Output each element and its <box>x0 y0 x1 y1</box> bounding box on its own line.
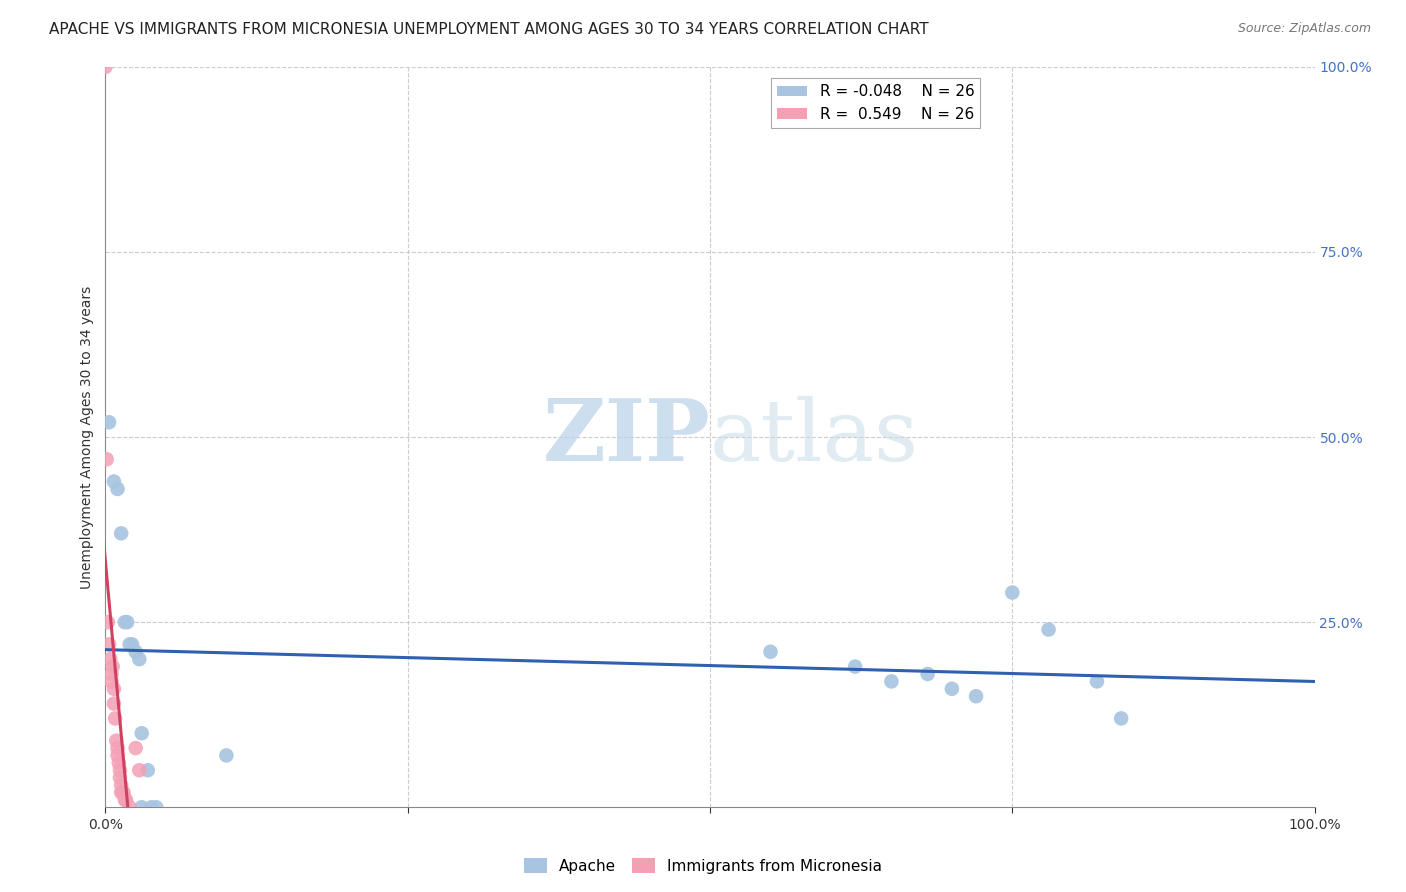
Text: ZIP: ZIP <box>543 395 710 479</box>
Point <box>111 785 134 799</box>
Point <box>107 748 129 763</box>
Point <box>118 800 141 814</box>
Point <box>917 667 939 681</box>
Point <box>131 726 153 740</box>
Point <box>115 615 138 630</box>
Text: Source: ZipAtlas.com: Source: ZipAtlas.com <box>1237 22 1371 36</box>
Point <box>124 741 148 756</box>
Point <box>105 733 128 747</box>
Point <box>108 764 131 778</box>
Y-axis label: Unemployment Among Ages 30 to 34 years: Unemployment Among Ages 30 to 34 years <box>80 285 94 589</box>
Point <box>118 637 141 651</box>
Point <box>110 778 132 792</box>
Point <box>215 748 238 763</box>
Point <box>107 756 129 770</box>
Point <box>96 452 118 467</box>
Point <box>141 800 163 814</box>
Point <box>115 793 138 807</box>
Point <box>110 526 132 541</box>
Point <box>112 785 135 799</box>
Point <box>965 689 987 703</box>
Point <box>1085 674 1108 689</box>
Point <box>98 652 121 666</box>
Point <box>107 482 129 496</box>
Point <box>94 60 117 74</box>
Point <box>844 659 866 673</box>
Point <box>98 637 121 651</box>
Text: APACHE VS IMMIGRANTS FROM MICRONESIA UNEMPLOYMENT AMONG AGES 30 TO 34 YEARS CORR: APACHE VS IMMIGRANTS FROM MICRONESIA UNE… <box>49 22 929 37</box>
Point <box>128 764 150 778</box>
Point <box>1109 711 1132 725</box>
Point <box>131 800 153 814</box>
Point <box>128 652 150 666</box>
Point <box>101 659 124 673</box>
Text: atlas: atlas <box>710 395 920 479</box>
Point <box>136 764 159 778</box>
Point <box>107 741 129 756</box>
Legend: Apache, Immigrants from Micronesia: Apache, Immigrants from Micronesia <box>517 852 889 880</box>
Point <box>114 615 136 630</box>
Point <box>114 793 136 807</box>
Point <box>1001 585 1024 599</box>
Point <box>759 645 782 659</box>
Point <box>104 711 127 725</box>
Point <box>1038 623 1060 637</box>
Point <box>103 697 125 711</box>
Point <box>108 771 131 785</box>
Point <box>880 674 903 689</box>
Point <box>110 785 132 799</box>
Legend: R = -0.048    N = 26, R =  0.549    N = 26: R = -0.048 N = 26, R = 0.549 N = 26 <box>770 78 980 128</box>
Point <box>121 637 143 651</box>
Point <box>100 667 122 681</box>
Point <box>103 475 125 489</box>
Point <box>100 674 122 689</box>
Point <box>145 800 167 814</box>
Point <box>97 615 120 630</box>
Point <box>124 645 148 659</box>
Point <box>941 681 963 696</box>
Point <box>103 681 125 696</box>
Point <box>98 415 121 429</box>
